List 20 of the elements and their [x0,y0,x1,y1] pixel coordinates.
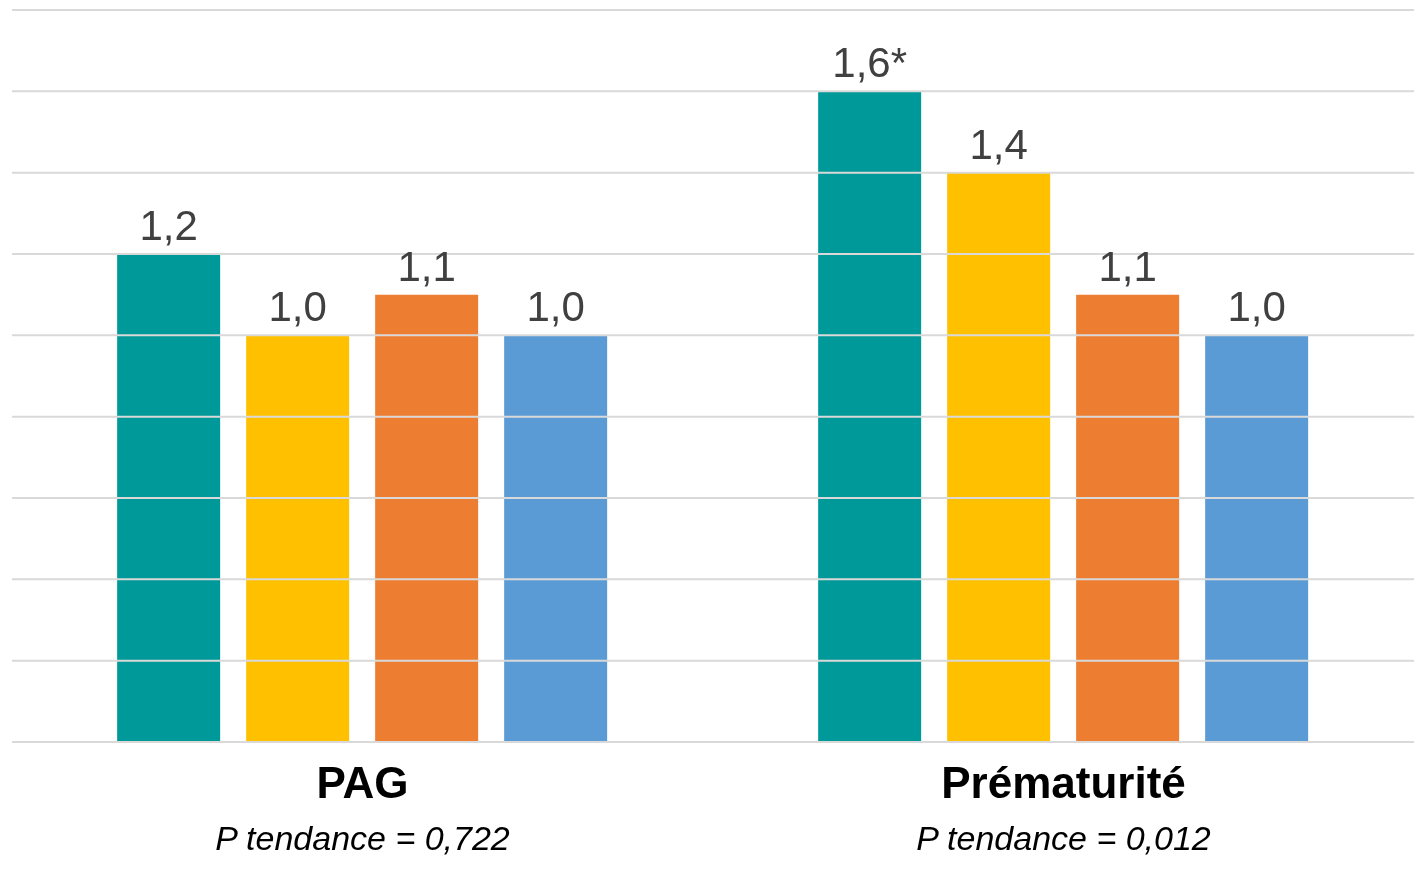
bar [117,254,221,742]
bar [947,172,1051,742]
data-label: 1,1 [397,242,456,290]
bar [818,91,922,742]
data-label: 1,0 [1227,283,1286,331]
data-label: 1,4 [969,120,1028,168]
bar [246,335,350,742]
bar [1205,335,1309,742]
data-label: 1,2 [139,202,198,249]
x-tick-label: Prématurité [941,758,1186,807]
data-label: 1,0 [268,283,327,331]
data-label: 1,0 [526,283,585,331]
text: P tendance = 0,722 [215,819,510,857]
data-label: 1,1 [1098,242,1157,290]
bar [375,294,479,742]
bar [504,335,608,742]
text: P tendance = 0,012 [916,819,1211,857]
data-label: 1,6* [832,39,908,87]
bar [1076,294,1180,742]
x-tick-label: PAG [316,758,409,807]
